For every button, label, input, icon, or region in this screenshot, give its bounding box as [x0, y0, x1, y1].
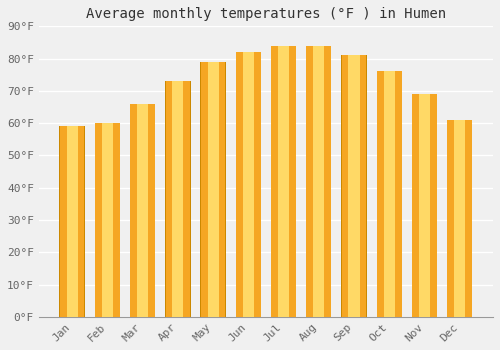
Bar: [447, 120, 472, 317]
Bar: [200, 62, 226, 317]
Bar: [271, 46, 296, 317]
Bar: [313, 46, 324, 317]
Bar: [306, 46, 332, 317]
Bar: [208, 62, 218, 317]
Bar: [342, 55, 366, 317]
Bar: [271, 46, 296, 317]
Bar: [130, 104, 155, 317]
Bar: [60, 126, 85, 317]
Bar: [412, 94, 437, 317]
Bar: [165, 81, 190, 317]
Bar: [94, 123, 120, 317]
Bar: [95, 123, 120, 317]
Bar: [60, 126, 84, 317]
Bar: [166, 81, 190, 317]
Bar: [342, 55, 366, 317]
Bar: [412, 94, 437, 317]
Bar: [236, 52, 260, 317]
Bar: [348, 55, 360, 317]
Bar: [130, 104, 156, 317]
Bar: [66, 126, 78, 317]
Bar: [243, 52, 254, 317]
Bar: [278, 46, 289, 317]
Bar: [419, 94, 430, 317]
Bar: [236, 52, 261, 317]
Bar: [376, 71, 402, 317]
Bar: [448, 120, 472, 317]
Bar: [377, 71, 402, 317]
Bar: [137, 104, 148, 317]
Bar: [200, 62, 226, 317]
Bar: [454, 120, 466, 317]
Bar: [384, 71, 395, 317]
Bar: [102, 123, 113, 317]
Title: Average monthly temperatures (°F ) in Humen: Average monthly temperatures (°F ) in Hu…: [86, 7, 446, 21]
Bar: [306, 46, 331, 317]
Bar: [172, 81, 184, 317]
